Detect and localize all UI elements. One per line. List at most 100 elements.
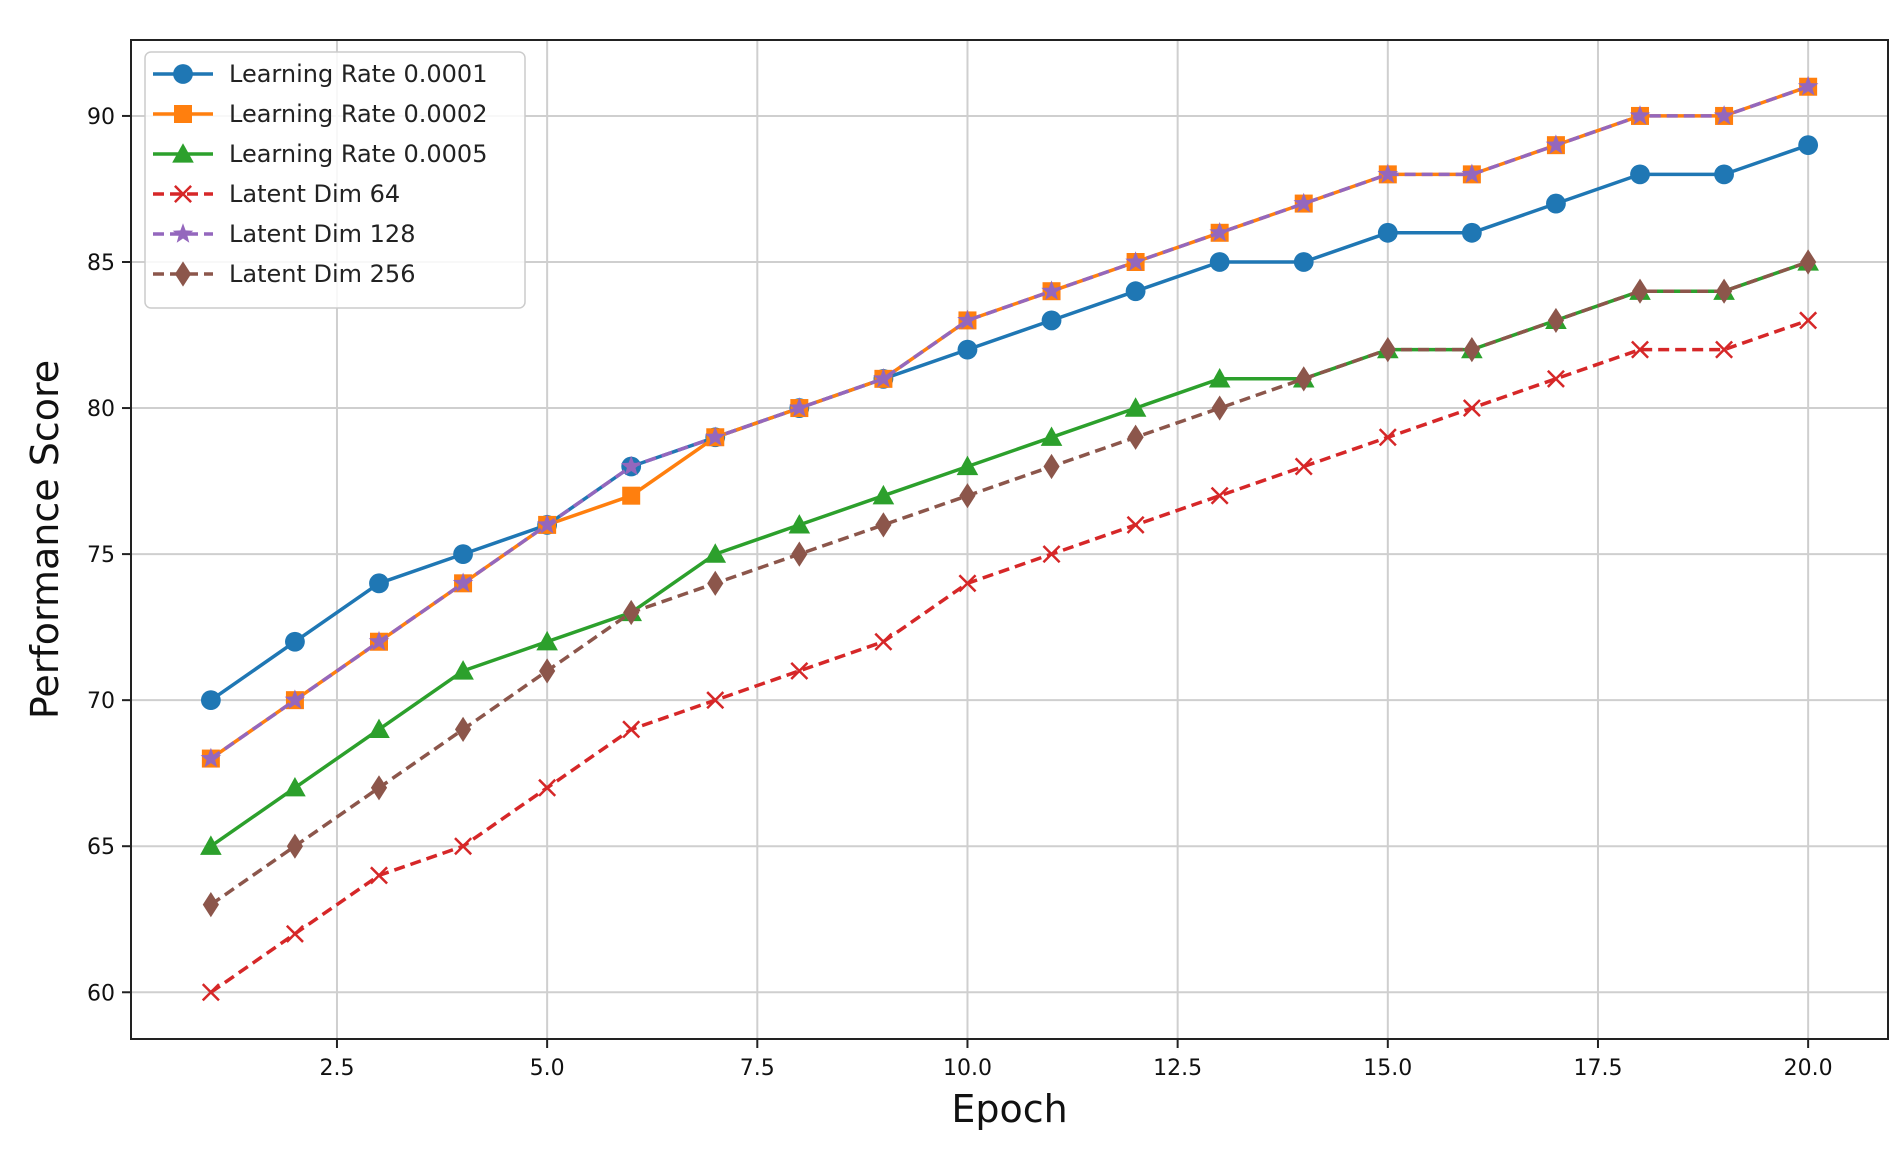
- marker-circle: [369, 573, 389, 594]
- marker-diamond: [1043, 453, 1060, 480]
- marker-circle: [1293, 252, 1314, 272]
- marker-triangle: [200, 835, 222, 855]
- marker-triangle: [1208, 368, 1231, 388]
- marker-x: [1042, 545, 1061, 564]
- y-tick-label: 75: [87, 543, 115, 568]
- marker-x: [706, 691, 725, 710]
- marker-star: [284, 689, 306, 709]
- marker-circle: [1714, 164, 1734, 185]
- marker-square: [622, 486, 641, 505]
- marker-diamond: [1127, 424, 1144, 450]
- marker-x: [958, 574, 977, 593]
- marker-diamond: [454, 716, 472, 742]
- marker-triangle: [956, 455, 979, 476]
- series-5: [200, 75, 1819, 768]
- series-line: [209, 260, 1809, 907]
- marker-diamond: [174, 261, 192, 287]
- marker-circle: [1125, 281, 1146, 302]
- marker-x: [538, 778, 557, 797]
- legend-label: Latent Dim 64: [229, 180, 400, 208]
- marker-star: [1545, 134, 1567, 154]
- marker-star: [1125, 251, 1146, 271]
- legend-item: Latent Dim 256: [153, 260, 415, 288]
- marker-x: [1715, 340, 1734, 359]
- marker-diamond: [707, 570, 724, 596]
- marker-triangle: [368, 718, 390, 739]
- marker-star: [368, 630, 390, 651]
- marker-x: [1546, 369, 1565, 388]
- marker-circle: [453, 544, 473, 565]
- legend-item: Latent Dim 128: [153, 220, 415, 248]
- marker-diamond: [1800, 249, 1817, 275]
- marker-diamond: [1295, 366, 1312, 392]
- marker-x: [285, 924, 304, 943]
- marker-star: [452, 572, 474, 593]
- x-tick-label: 17.5: [1573, 1056, 1622, 1081]
- marker-star: [705, 426, 726, 446]
- y-tick-label: 70: [87, 689, 115, 714]
- marker-star: [620, 455, 642, 476]
- marker-circle: [285, 631, 305, 652]
- y-tick-label: 80: [87, 397, 115, 422]
- series-1: [200, 135, 1819, 711]
- x-tick-label: 10.0: [943, 1056, 992, 1081]
- marker-star: [1377, 163, 1399, 184]
- y-axis-label: Performance Score: [23, 360, 67, 719]
- y-tick-label: 60: [87, 981, 115, 1006]
- legend-label: Latent Dim 128: [229, 220, 415, 248]
- legend: Learning Rate 0.0001 Learning Rate 0.0002…: [144, 51, 526, 309]
- marker-diamond: [1463, 337, 1480, 363]
- grid: [131, 40, 1888, 1039]
- marker-star: [1293, 192, 1314, 213]
- marker-diamond: [1631, 278, 1649, 304]
- marker-diamond: [791, 541, 808, 567]
- marker-circle: [1630, 164, 1650, 185]
- marker-star: [536, 514, 558, 534]
- marker-diamond: [959, 483, 976, 509]
- marker-x: [454, 837, 473, 856]
- x-tick-label: 2.5: [319, 1056, 354, 1081]
- series-line: [209, 143, 1809, 702]
- series-line: [209, 318, 1809, 994]
- marker-star: [200, 747, 222, 768]
- marker-circle: [1041, 310, 1062, 331]
- legend-box: [144, 51, 526, 309]
- marker-star: [172, 223, 194, 243]
- marker-diamond: [1547, 307, 1565, 334]
- marker-triangle: [1124, 397, 1147, 417]
- marker-triangle: [704, 543, 727, 563]
- marker-triangle: [872, 484, 895, 505]
- marker-x: [1126, 515, 1145, 534]
- marker-star: [1797, 75, 1819, 96]
- y-tick-label: 90: [87, 105, 115, 130]
- marker-square: [174, 105, 192, 123]
- marker-diamond: [286, 833, 304, 859]
- legend-item: Learning Rate 0.0001: [153, 60, 487, 88]
- marker-circle: [957, 339, 978, 360]
- marker-triangle: [788, 514, 811, 534]
- marker-triangle: [1040, 426, 1063, 446]
- marker-diamond: [1715, 278, 1733, 304]
- plot-frame: [130, 39, 1889, 1040]
- marker-diamond: [539, 658, 556, 684]
- x-tick-label: 12.5: [1153, 1056, 1202, 1081]
- marker-star: [957, 309, 978, 330]
- marker-diamond: [370, 775, 388, 801]
- x-axis-label: Epoch: [951, 1087, 1067, 1131]
- marker-x: [622, 720, 641, 739]
- legend-item: Latent Dim 64: [153, 180, 400, 208]
- legend-item: Learning Rate 0.0005: [153, 140, 487, 168]
- marker-star: [1629, 105, 1651, 125]
- marker-circle: [1798, 135, 1819, 156]
- legend-label: Learning Rate 0.0001: [229, 60, 487, 88]
- legend-item: Learning Rate 0.0002: [153, 100, 487, 128]
- marker-circle: [1377, 222, 1398, 243]
- marker-circle: [1461, 222, 1482, 243]
- marker-star: [789, 397, 810, 417]
- legend-label: Learning Rate 0.0005: [229, 140, 487, 168]
- marker-x: [370, 866, 388, 885]
- marker-x: [1799, 311, 1818, 330]
- marker-x: [874, 632, 893, 651]
- series-layer: [200, 75, 1819, 1002]
